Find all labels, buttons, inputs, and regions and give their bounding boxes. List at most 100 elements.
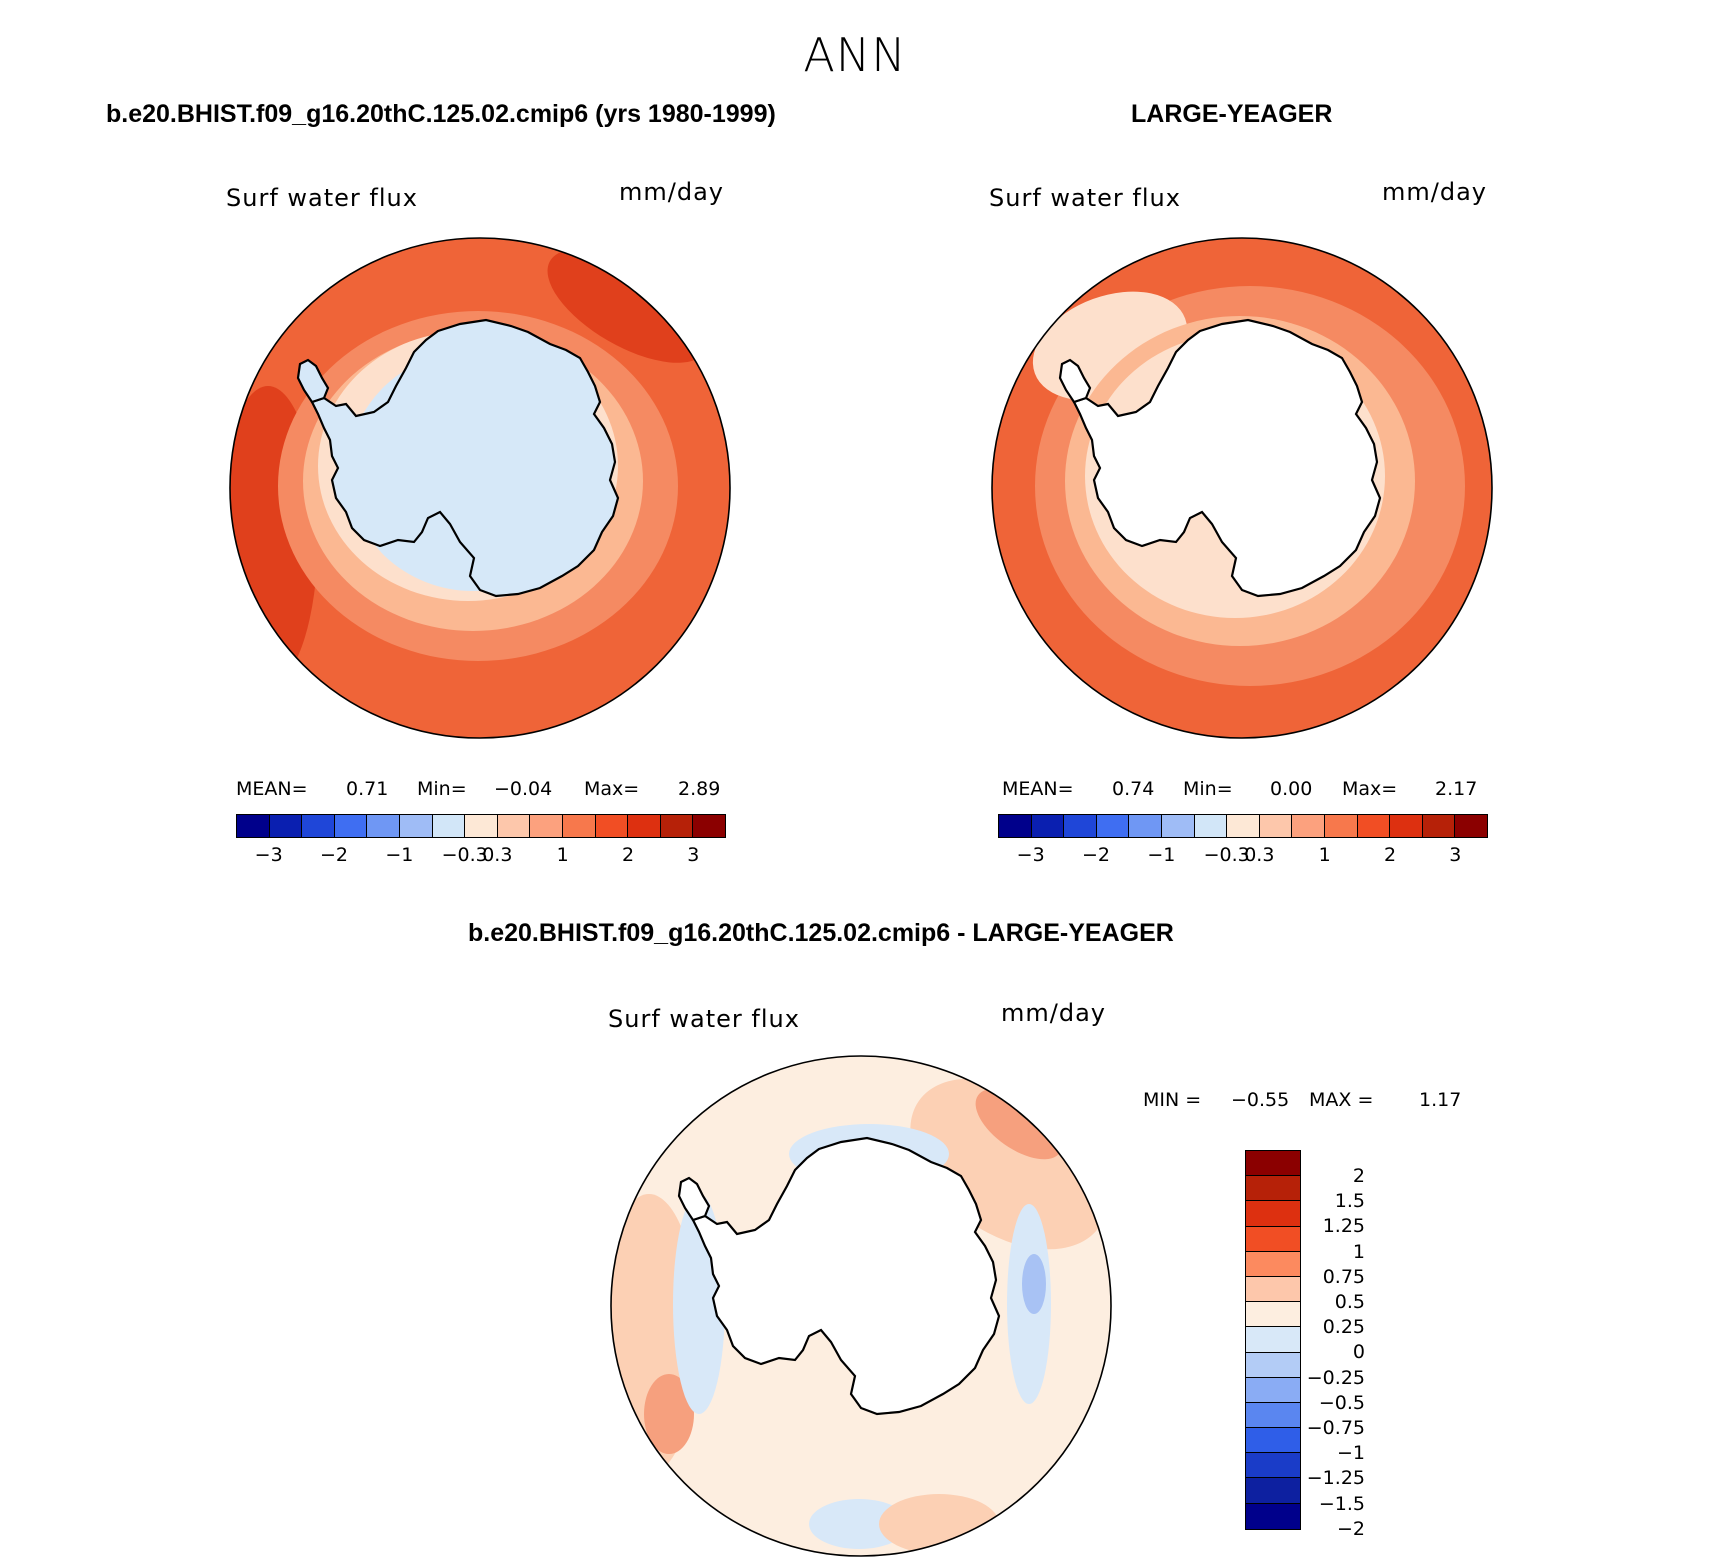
panel2-colorbar-swatch bbox=[1259, 815, 1293, 837]
panel1-colorbar-swatch bbox=[497, 815, 531, 837]
diff-colorbar-swatch bbox=[1246, 1402, 1300, 1429]
diff-colorbar-swatch bbox=[1246, 1453, 1300, 1479]
diff-colorbar-swatch bbox=[1246, 1503, 1300, 1529]
diff-colorbar-tick-label: −1.25 bbox=[1306, 1467, 1365, 1490]
diff-colorbar-swatch bbox=[1246, 1201, 1300, 1227]
panel1-colorbar-tick-label: 2 bbox=[621, 844, 635, 866]
panel1-colorbar-tick-label: −0.3 bbox=[441, 844, 488, 866]
diff-colorbar-swatch bbox=[1246, 1276, 1300, 1303]
panel1-polar-map bbox=[229, 237, 731, 739]
panel1-colorbar-tick-label: 3 bbox=[687, 844, 700, 866]
panel2-stats: MEAN= 0.74 Min= 0.00 Max= 2.17 bbox=[1002, 778, 1502, 802]
panel1-map-border bbox=[229, 237, 731, 739]
diff-colorbar-tick-label: −2 bbox=[1336, 1517, 1365, 1540]
diff-case-title: b.e20.BHIST.f09_g16.20thC.125.02.cmip6 -… bbox=[468, 919, 1174, 947]
panel2-colorbar-swatch bbox=[1031, 815, 1065, 837]
panel2-colorbar-tick-label: 0.3 bbox=[1244, 844, 1275, 866]
diff-peninsula-coastline bbox=[677, 1176, 711, 1222]
panel2-colorbar-swatch bbox=[1064, 815, 1097, 837]
panel1-stats: MEAN= 0.71 Min= −0.04 Max= 2.89 bbox=[236, 778, 736, 802]
panel1-colorbar-tick-label: −2 bbox=[319, 844, 349, 866]
diff-contour-band bbox=[975, 1088, 1063, 1160]
diff-contour-band bbox=[809, 1499, 909, 1549]
diff-colorbar-swatch bbox=[1246, 1377, 1300, 1403]
panel1-colorbar-tick-label: −1 bbox=[385, 844, 414, 866]
diff-colorbar-tick-label: 2 bbox=[1352, 1165, 1365, 1187]
diff-min-value: −0.55 bbox=[1231, 1089, 1290, 1111]
panel2-colorbar-tick-label: −1 bbox=[1147, 844, 1176, 866]
panel1-colorbar-swatch bbox=[693, 815, 725, 837]
panel2-colorbar-swatch bbox=[999, 815, 1032, 837]
diff-colorbar-tick-label: −1 bbox=[1336, 1442, 1365, 1465]
panel1-colorbar-swatch bbox=[269, 815, 303, 837]
panel1-colorbar-swatch bbox=[302, 815, 335, 837]
panel1-colorbar-swatch bbox=[399, 815, 433, 837]
diff-colorbar-tick-label: 0 bbox=[1352, 1341, 1365, 1364]
season-title: ANN bbox=[803, 28, 907, 82]
panel1-units-label: mm/day bbox=[619, 178, 724, 206]
panel2-map-border bbox=[991, 237, 1493, 739]
panel1-colorbar bbox=[236, 814, 726, 838]
diff-colorbar-tick-label: −0.75 bbox=[1306, 1417, 1365, 1439]
panel1-colorbar-swatch bbox=[562, 815, 596, 837]
diff-colorbar-tick-label: 1.5 bbox=[1334, 1190, 1365, 1213]
diff-colorbar-tick-label: 1.25 bbox=[1322, 1215, 1365, 1238]
panel1-mean-label: MEAN= bbox=[236, 778, 308, 800]
panel1-min-value: −0.04 bbox=[494, 778, 553, 800]
panel1-colorbar-swatch bbox=[432, 815, 466, 837]
diff-colorbar-swatch bbox=[1246, 1176, 1300, 1202]
panel1-colorbar-swatch bbox=[334, 815, 368, 837]
panel2-colorbar-swatch bbox=[1455, 815, 1487, 837]
diff-colorbar-swatch bbox=[1246, 1428, 1300, 1454]
panel1-contour-band bbox=[547, 249, 709, 363]
diff-antarctica-coastline bbox=[691, 1136, 1001, 1416]
panel2-variable-label: Surf water flux bbox=[989, 184, 1181, 212]
diff-variable-label: Surf water flux bbox=[608, 1005, 800, 1033]
panel1-max-label: Max= bbox=[584, 778, 640, 800]
diff-units-label: mm/day bbox=[1001, 999, 1106, 1027]
panel2-colorbar-swatch bbox=[1096, 815, 1130, 837]
panel1-colorbar-tick-label: 1 bbox=[556, 844, 569, 866]
diff-contour-band bbox=[644, 1374, 694, 1454]
diff-colorbar bbox=[1245, 1150, 1301, 1530]
panel1-max-value: 2.89 bbox=[678, 778, 721, 800]
diff-colorbar-tick-label: 1 bbox=[1352, 1240, 1365, 1263]
diff-colorbar-tick-label: 0.5 bbox=[1334, 1291, 1365, 1313]
panel2-antarctica-coastline bbox=[1072, 318, 1382, 598]
diff-colorbar-tick-label: 0.25 bbox=[1322, 1316, 1365, 1339]
panel1-min-label: Min= bbox=[417, 778, 467, 800]
panel2-colorbar-swatch bbox=[1194, 815, 1228, 837]
panel2-colorbar-tick-label: 2 bbox=[1383, 844, 1397, 866]
panel2-colorbar-tick-label: 1 bbox=[1318, 844, 1331, 866]
panel2-colorbar-swatch bbox=[1227, 815, 1260, 837]
diff-min-label: MIN = bbox=[1143, 1089, 1202, 1111]
panel2-colorbar-swatch bbox=[1129, 815, 1162, 837]
panel2-max-value: 2.17 bbox=[1435, 778, 1478, 800]
diff-contour-band bbox=[1022, 1254, 1046, 1314]
panel1-mean-value: 0.71 bbox=[346, 778, 389, 800]
panel1-colorbar-swatch bbox=[465, 815, 498, 837]
panel2-colorbar-swatch bbox=[1324, 815, 1358, 837]
diff-colorbar-swatch bbox=[1246, 1478, 1300, 1504]
diff-colorbar-swatch bbox=[1246, 1226, 1300, 1252]
panel2-colorbar-swatch bbox=[1161, 815, 1195, 837]
panel1-shading bbox=[230, 238, 730, 738]
panel2-colorbar-tick-label: −3 bbox=[1016, 844, 1045, 866]
panel1-variable-label: Surf water flux bbox=[226, 184, 418, 212]
panel2-colorbar-swatch bbox=[1390, 815, 1423, 837]
diff-colorbar-tick-label: −1.5 bbox=[1318, 1492, 1365, 1515]
panel2-peninsula-coastline bbox=[1058, 358, 1092, 404]
diff-colorbar-swatch bbox=[1246, 1151, 1300, 1177]
panel1-peninsula-coastline bbox=[296, 358, 330, 404]
diff-shading bbox=[611, 1056, 1111, 1556]
panel2-mean-value: 0.74 bbox=[1112, 778, 1155, 800]
diff-max-label: MAX = bbox=[1309, 1089, 1374, 1111]
diff-colorbar-tick-label: 0.75 bbox=[1322, 1265, 1365, 1288]
panel2-colorbar-tick-label: −0.3 bbox=[1203, 844, 1250, 866]
diff-stats: MIN = −0.55 MAX = 1.17 bbox=[1143, 1089, 1463, 1113]
panel2-min-value: 0.00 bbox=[1270, 778, 1313, 800]
panel2-units-label: mm/day bbox=[1382, 178, 1487, 206]
panel1-antarctica-coastline bbox=[310, 318, 620, 598]
panel2-shading bbox=[992, 238, 1492, 738]
panel1-colorbar-swatch bbox=[530, 815, 563, 837]
